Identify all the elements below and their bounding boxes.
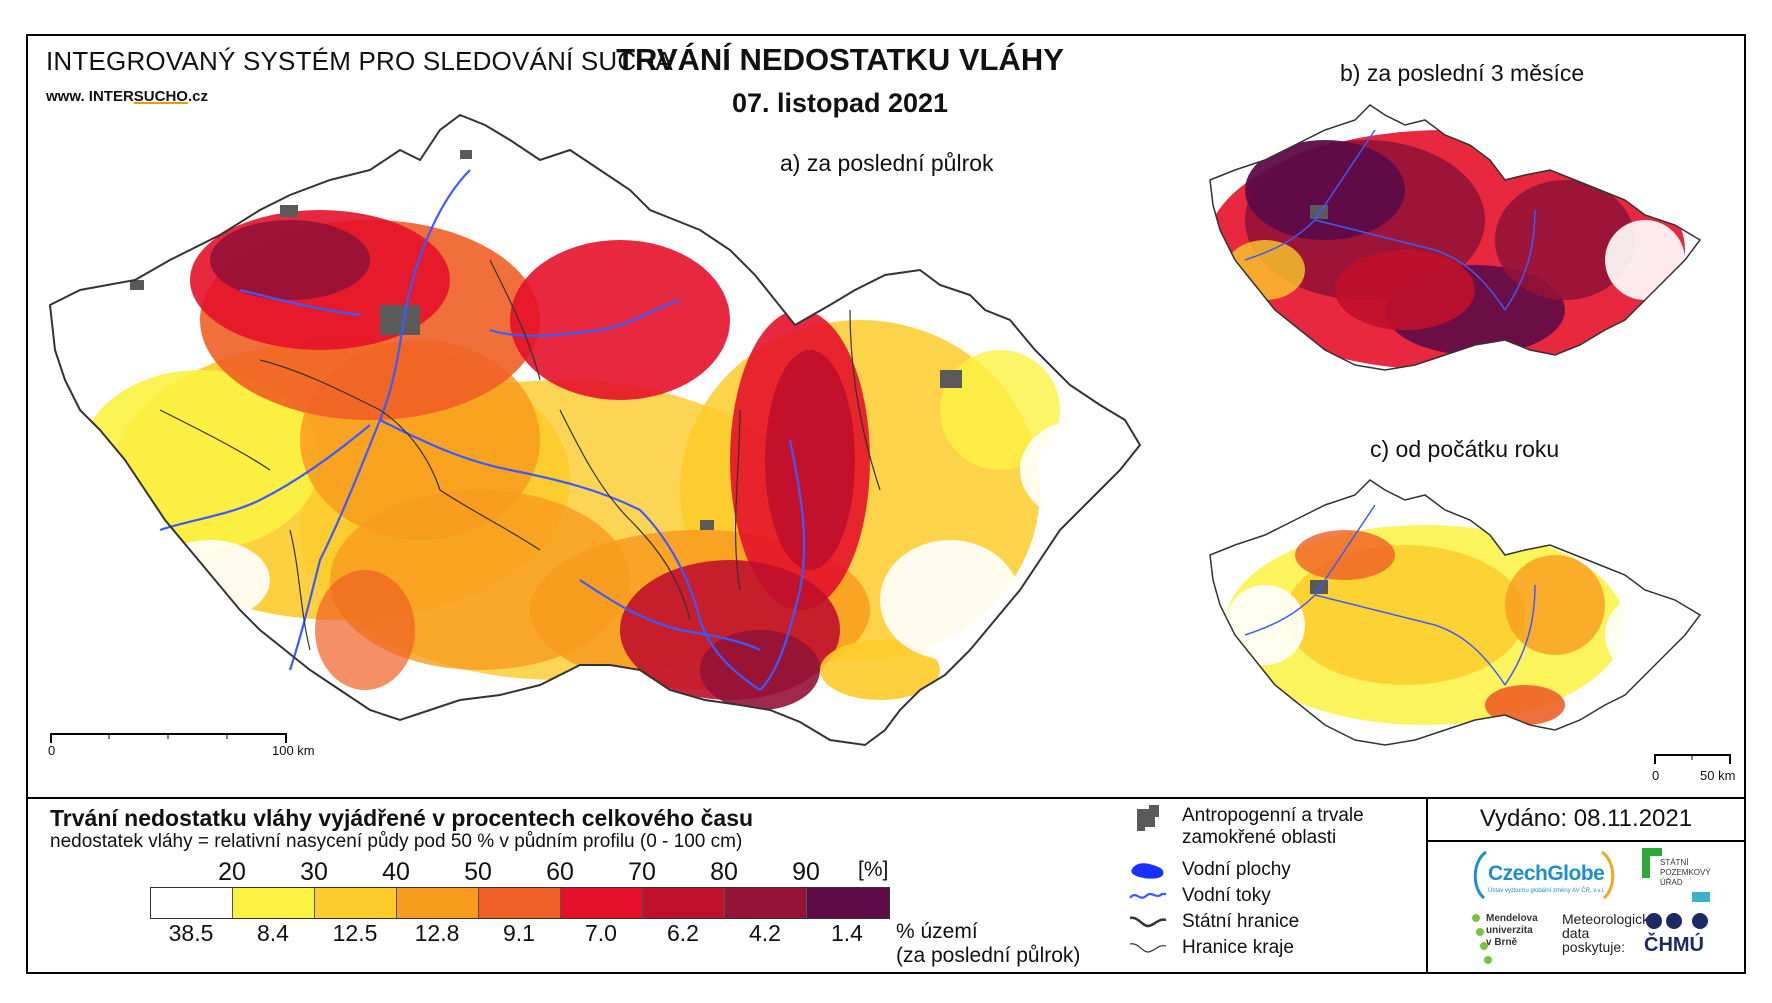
legend-panel	[26, 797, 1746, 974]
panel-a-label: a) za poslední půlrok	[780, 150, 994, 176]
urban-area-icon	[1126, 805, 1170, 831]
symbol-region-border: Hranice kraje	[1126, 935, 1294, 961]
czechglobe-logo-icon	[1473, 850, 1615, 900]
symbol-river: Vodní toky	[1126, 883, 1271, 909]
symbol-region-border-label: Hranice kraje	[1182, 937, 1294, 958]
symbol-urban: Antropogenní a trvale zamokřené oblasti	[1126, 805, 1364, 849]
symbol-state-border-label: Státní hranice	[1182, 911, 1300, 932]
legend-threshold: 60	[546, 858, 574, 886]
river-icon	[1126, 883, 1170, 909]
legend-thresholds: 20 30 40 50 60 70 80 90 [%]	[150, 858, 910, 888]
legend-threshold: 50	[464, 858, 492, 886]
legend-class-swatch	[315, 888, 397, 918]
issued-divider	[1428, 840, 1744, 842]
legend-threshold: 30	[300, 858, 328, 886]
map-b-three-months	[1209, 104, 1702, 371]
map-a-half-year	[48, 113, 1142, 747]
scale-a-start: 0	[48, 743, 56, 758]
map-date: 07. listopad 2021	[731, 88, 949, 118]
issue-box	[1426, 797, 1746, 974]
symbol-water: Vodní plochy	[1126, 857, 1291, 883]
legend-area-caption-line1: % území	[896, 920, 978, 943]
mendelu-logo-icon	[1472, 914, 1492, 964]
chmu-logo-icon	[1646, 913, 1708, 929]
legend-threshold: 90	[792, 858, 820, 886]
legend-area-pct: 9.1	[503, 920, 535, 946]
legend-threshold: 70	[628, 858, 656, 886]
legend-class-swatch	[151, 888, 233, 918]
chmu-logo-text: ČHMÚ	[1644, 934, 1704, 956]
legend-area-pct: 6.2	[667, 920, 699, 946]
symbol-water-label: Vodní plochy	[1182, 859, 1291, 880]
legend-class-swatch	[725, 888, 807, 918]
legend-unit: [%]	[858, 858, 889, 881]
meteo-data-caption: Meteorologická data poskytuje:	[1562, 911, 1657, 955]
symbol-state-border: Státní hranice	[1126, 909, 1299, 935]
legend-class-swatch	[807, 888, 889, 918]
map-c-year-to-date	[1209, 479, 1702, 746]
legend-area-pct: 12.8	[414, 920, 460, 946]
scale-c-start: 0	[1652, 768, 1660, 783]
website-link[interactable]: www. INTERSUCHO.cz	[46, 88, 208, 105]
legend-area-pct: 4.2	[749, 920, 781, 946]
issued-date: Vydáno: 08.11.2021	[1479, 805, 1693, 832]
map-title: TRVÁNÍ NEDOSTATKU VLÁHY	[616, 42, 1064, 77]
system-name: INTEGROVANÝ SYSTÉM PRO SLEDOVÁNÍ SUCHA	[46, 46, 673, 76]
symbol-urban-label1: Antropogenní a trvale	[1182, 805, 1364, 826]
symbol-river-label: Vodní toky	[1182, 885, 1271, 906]
legend-subtitle: nedostatek vláhy = relativní nasycení pů…	[50, 831, 743, 852]
mendelu-logo-text: Mendelova univerzita v Brně	[1486, 913, 1538, 948]
legend-area-pct: 8.4	[257, 920, 289, 946]
legend-area-pct: 38.5	[168, 920, 214, 946]
region-border-icon	[1126, 935, 1170, 961]
legend-threshold: 80	[710, 858, 738, 886]
legend-title: Trvání nedostatku vláhy vyjádřené v proc…	[50, 805, 754, 831]
state-border-icon	[1126, 909, 1170, 935]
spu-logo-text: STÁTNÍ POZEMKOVÝ ÚŘAD	[1660, 858, 1711, 887]
legend-area-caption-line2: (za poslední půlrok)	[896, 944, 1081, 967]
scale-c-end: 50 km	[1700, 768, 1736, 783]
czechglobe-logo-subtext: Ústav výzkumu globální změny AV ČR, v.v.…	[1488, 888, 1605, 894]
spu-logo-icon	[1642, 848, 1710, 902]
legend-area-pct: 7.0	[585, 920, 617, 946]
panel-c-label: c) od počátku roku	[1370, 436, 1560, 462]
legend-class-swatch	[397, 888, 479, 918]
legend-threshold: 40	[382, 858, 410, 886]
legend-area-pct: 1.4	[831, 920, 863, 946]
legend-color-bar	[150, 887, 890, 919]
scale-a-end: 100 km	[272, 743, 315, 758]
czechglobe-logo-text: CzechGlobe	[1488, 862, 1605, 885]
legend-area-percentages: 38.5 8.4 12.5 12.8 9.1 7.0 6.2 4.2 1.4	[150, 920, 888, 950]
legend-area-caption: % území (za poslední půlrok)	[896, 920, 1080, 968]
legend-threshold: 20	[218, 858, 246, 886]
symbol-urban-label2: zamokřené oblasti	[1182, 827, 1337, 848]
panel-b-label: b) za poslední 3 měsíce	[1340, 60, 1585, 86]
legend-area-pct: 12.5	[332, 920, 378, 946]
legend-class-swatch	[643, 888, 725, 918]
water-body-icon	[1126, 857, 1170, 883]
legend-class-swatch	[479, 888, 561, 918]
legend-class-swatch	[561, 888, 643, 918]
legend-class-swatch	[233, 888, 315, 918]
